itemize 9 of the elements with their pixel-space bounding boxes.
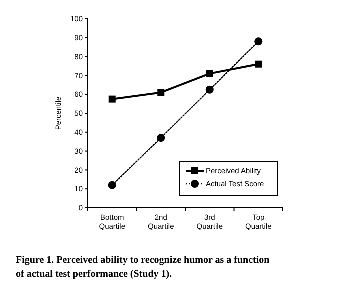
point bbox=[206, 86, 214, 94]
point bbox=[108, 96, 116, 103]
point bbox=[254, 38, 263, 46]
point bbox=[255, 60, 262, 68]
point bbox=[157, 134, 166, 142]
point bbox=[206, 70, 214, 78]
point bbox=[158, 89, 165, 96]
point bbox=[108, 181, 116, 190]
caption: Figure 1. Perceived ability to recognize humor as a function of actual test performance (Study 1). bbox=[16, 255, 270, 280]
